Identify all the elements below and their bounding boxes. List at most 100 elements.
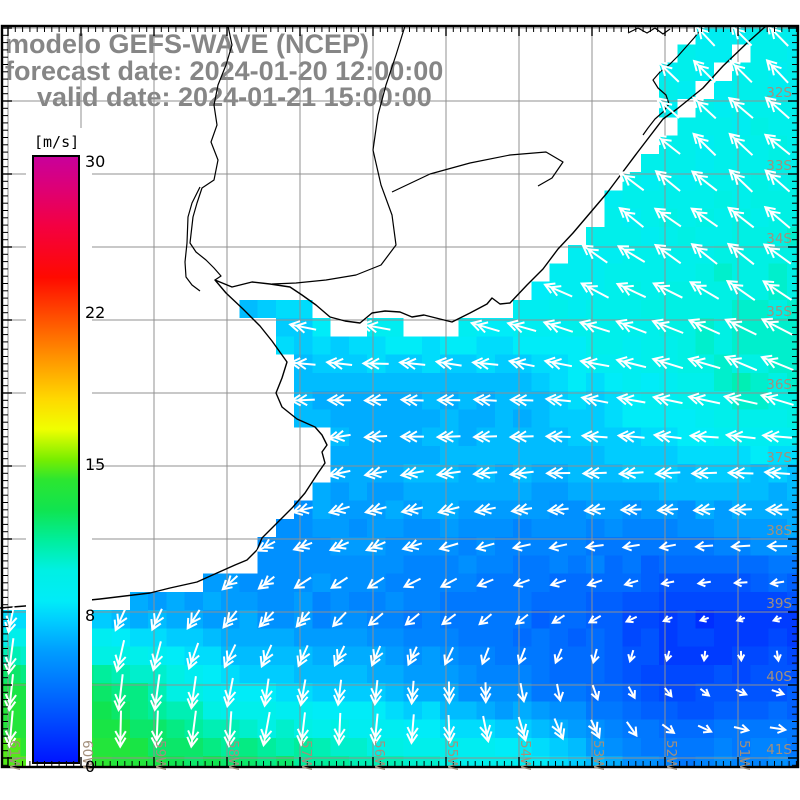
field-cell — [549, 756, 568, 767]
field-cell — [750, 518, 769, 538]
field-cell — [677, 500, 696, 519]
field-cell — [786, 756, 799, 767]
field-cell — [750, 464, 769, 483]
wind-arrow — [434, 356, 462, 370]
field-cell — [275, 664, 295, 684]
field-cell — [768, 117, 787, 136]
field-cell — [567, 664, 587, 684]
wind-arrow — [688, 281, 720, 300]
field-cell — [622, 555, 641, 574]
field-cell — [750, 44, 769, 63]
wind-arrow — [516, 683, 528, 704]
wind-arrow — [359, 320, 391, 334]
wind-arrow — [437, 502, 460, 516]
field-cell — [494, 646, 514, 665]
field-cell — [713, 737, 733, 757]
field-cell — [440, 555, 459, 574]
field-cell — [786, 44, 799, 63]
field-cell — [385, 445, 404, 465]
field-cell — [677, 117, 696, 136]
field-cell — [330, 756, 349, 767]
lagoon-shoreline — [642, 27, 703, 136]
latitude-label: 40S — [766, 669, 792, 685]
field-cell — [695, 226, 714, 246]
field-cell — [312, 409, 331, 428]
field-cell — [640, 409, 660, 428]
field-cell — [166, 628, 185, 647]
field-cell — [567, 263, 587, 282]
field-cell — [129, 683, 149, 702]
wind-arrow — [763, 133, 791, 156]
field-cell — [494, 372, 514, 392]
field-cell — [768, 190, 787, 209]
field-cell — [129, 701, 149, 720]
longitude-label: 56W — [371, 740, 387, 771]
field-cell — [458, 701, 477, 720]
field-cell — [367, 591, 386, 611]
wind-arrow — [544, 393, 571, 407]
field-cell — [239, 591, 258, 611]
field-cell — [732, 445, 751, 465]
field-cell — [750, 573, 769, 592]
field-cell — [421, 336, 441, 355]
wind-arrow — [587, 615, 602, 624]
field-cell — [239, 610, 258, 629]
wind-arrow — [690, 242, 718, 265]
field-cell — [494, 610, 514, 629]
field-cell — [677, 482, 696, 501]
wind-arrow — [363, 466, 388, 480]
field-cell — [677, 518, 696, 538]
wind-arrow — [590, 648, 600, 665]
field-cell — [677, 44, 696, 63]
field-cell — [421, 664, 441, 684]
field-cell — [640, 153, 660, 173]
field-cell — [239, 683, 258, 702]
river — [271, 25, 406, 285]
wind-arrow — [616, 245, 646, 263]
field-cell — [750, 263, 769, 282]
field-cell — [604, 610, 623, 629]
field-cell — [677, 573, 696, 592]
field-cell — [458, 610, 477, 629]
field-cell — [677, 664, 696, 684]
field-cell — [659, 737, 678, 757]
field-cell — [440, 591, 459, 611]
field-cell — [531, 391, 550, 410]
wind-arrow — [149, 674, 163, 712]
field-cell — [403, 555, 422, 574]
field-cell — [348, 701, 368, 720]
field-cell — [111, 756, 130, 767]
field-cell — [239, 701, 258, 720]
field-cell — [294, 555, 313, 574]
field-cell — [640, 664, 660, 684]
field-cell — [129, 628, 149, 647]
field-cell — [129, 610, 149, 629]
field-cell — [421, 701, 441, 720]
field-cell — [622, 664, 641, 684]
field-cell — [677, 409, 696, 428]
field-cell — [531, 573, 550, 592]
field-cell — [294, 737, 313, 757]
field-cell — [494, 354, 514, 373]
field-cell — [768, 409, 787, 428]
river — [627, 27, 671, 35]
wind-arrow — [288, 357, 316, 370]
field-cell — [166, 683, 185, 702]
wind-arrow — [330, 576, 349, 589]
wind-arrow — [506, 319, 537, 334]
wind-arrow — [113, 607, 128, 632]
field-cell — [640, 737, 660, 757]
field-cell — [786, 372, 799, 392]
field-cell — [129, 737, 149, 757]
field-cell — [440, 664, 459, 684]
longitude-label: 54W — [517, 740, 533, 771]
river — [391, 151, 564, 193]
wind-arrow — [616, 430, 645, 443]
coastline — [0, 25, 767, 609]
field-cell — [421, 427, 441, 446]
wind-arrow — [764, 169, 791, 193]
field-cell — [348, 555, 368, 574]
latitude-label: 38S — [766, 523, 792, 539]
field-cell — [567, 701, 587, 720]
field-cell — [531, 683, 550, 702]
